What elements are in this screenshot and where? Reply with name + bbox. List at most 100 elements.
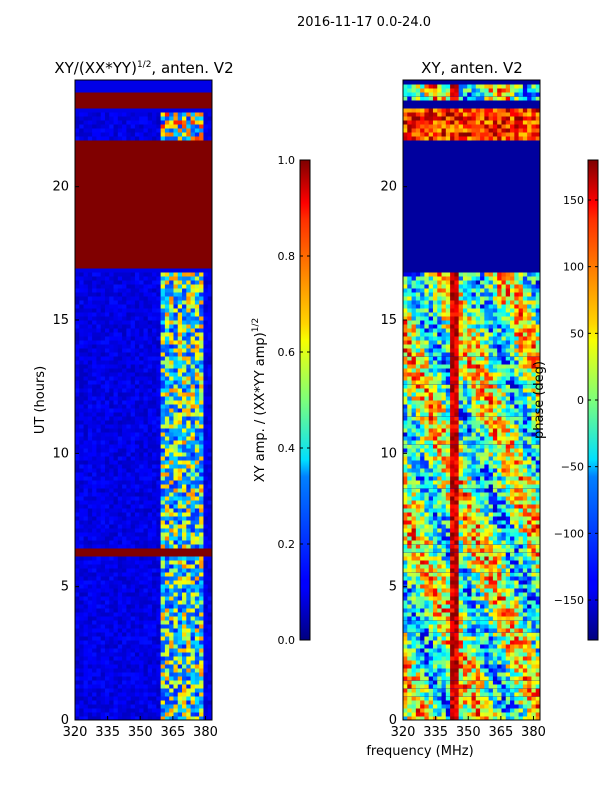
left-heatmap-cell <box>173 664 179 669</box>
left-heatmap-cell <box>160 492 166 497</box>
right-heatmap-cell <box>527 704 532 709</box>
left-heatmap-cell <box>92 348 97 353</box>
left-heatmap-cell <box>75 648 80 653</box>
left-heatmap-cell <box>156 392 162 397</box>
left-heatmap-cell <box>126 520 132 525</box>
left-heatmap-cell <box>92 384 97 389</box>
left-heatmap-cell <box>182 460 187 465</box>
right-heatmap-cell <box>522 672 528 677</box>
left-heatmap-cell <box>75 372 80 377</box>
left-heatmap-cell <box>113 432 119 437</box>
right-heatmap-cell <box>480 596 485 601</box>
right-heatmap-cell <box>527 708 532 713</box>
left-heatmap-cell <box>173 644 179 649</box>
left-heatmap-cell <box>126 676 132 681</box>
left-heatmap-cell <box>139 312 144 317</box>
right-heatmap-cell <box>454 708 460 713</box>
left-heatmap-cell <box>147 692 153 697</box>
right-heatmap-cell <box>497 656 502 661</box>
left-heatmap-cell <box>79 288 85 293</box>
right-heatmap-cell <box>497 684 502 689</box>
right-heatmap-cell <box>437 672 443 677</box>
left-heatmap-cell <box>126 556 132 561</box>
left-heatmap-cell <box>113 600 119 605</box>
left-heatmap-cell <box>130 372 136 377</box>
right-heatmap-cell <box>415 608 421 613</box>
right-heatmap-cell <box>518 700 524 705</box>
left-heatmap-cell <box>92 440 97 445</box>
left-heatmap-cell <box>122 384 127 389</box>
left-heatmap-cell <box>139 644 144 649</box>
left-heatmap-cell <box>143 592 149 597</box>
left-heatmap-cell <box>190 584 196 589</box>
left-heatmap-cell <box>160 460 166 465</box>
left-heatmap-cell <box>122 312 127 317</box>
left-heatmap-cell <box>207 316 213 321</box>
left-heatmap-cell <box>186 572 192 577</box>
left-heatmap-cell <box>164 644 170 649</box>
left-heatmap-cell <box>190 420 196 425</box>
right-heatmap-cell <box>497 716 502 721</box>
right-heatmap-cell <box>488 712 494 717</box>
right-heatmap-cell <box>522 640 528 645</box>
right-heatmap-cell <box>424 616 430 621</box>
left-heatmap-cell <box>203 580 209 585</box>
left-heatmap-cell <box>130 620 136 625</box>
left-heatmap-cell <box>122 464 127 469</box>
left-heatmap-cell <box>156 452 162 457</box>
left-heatmap-cell <box>186 576 192 581</box>
left-heatmap-cell <box>130 572 136 577</box>
left-heatmap-cell <box>75 436 80 441</box>
right-heatmap-cell <box>420 600 425 605</box>
left-heatmap-cell <box>203 508 209 513</box>
left-heatmap-cell <box>182 324 187 329</box>
left-heatmap-cell <box>83 476 89 481</box>
left-heatmap-cell <box>207 604 213 609</box>
left-heatmap-cell <box>169 696 174 701</box>
left-heatmap-cell <box>152 604 157 609</box>
left-heatmap-cell <box>143 512 149 517</box>
right-heatmap-cell <box>475 580 481 585</box>
left-heatmap-cell <box>83 624 89 629</box>
left-heatmap-cell <box>190 536 196 541</box>
left-heatmap-cell <box>160 676 166 681</box>
left-heatmap-cell <box>177 624 183 629</box>
right-heatmap-cell <box>510 604 515 609</box>
left-heatmap-cell <box>75 660 80 665</box>
left-heatmap-cell <box>147 468 153 473</box>
left-heatmap-cell <box>79 496 85 501</box>
left-heatmap-cell <box>160 704 166 709</box>
left-heatmap-cell <box>147 120 153 125</box>
left-heatmap-cell <box>143 664 149 669</box>
left-heatmap-cell <box>79 444 85 449</box>
left-heatmap-cell <box>134 288 140 293</box>
left-heatmap-row <box>75 552 212 557</box>
left-heatmap-cell <box>164 684 170 689</box>
right-heatmap-cell <box>467 612 472 617</box>
right-heatmap-cell <box>407 640 413 645</box>
left-heatmap-cell <box>186 504 192 509</box>
left-heatmap-cell <box>87 660 93 665</box>
left-heatmap-cell <box>139 708 144 713</box>
right-heatmap-cell <box>497 600 502 605</box>
left-heatmap-cell <box>113 436 119 441</box>
left-heatmap-cell <box>83 456 89 461</box>
left-heatmap-cell <box>130 588 136 593</box>
left-heatmap-cell <box>156 400 162 405</box>
left-heatmap-cell <box>177 544 183 549</box>
right-heatmap-cell <box>488 688 494 693</box>
left-heatmap-cell <box>100 572 106 577</box>
right-heatmap-cell <box>488 676 494 681</box>
right-heatmap-cell <box>484 616 490 621</box>
left-heatmap-cell <box>207 300 213 305</box>
right-heatmap-cell <box>492 632 498 637</box>
left-heatmap-cell <box>109 312 115 317</box>
left-heatmap-cell <box>186 616 192 621</box>
left-heatmap-cell <box>177 640 183 645</box>
left-heatmap-cell <box>143 420 149 425</box>
left-heatmap-cell <box>83 292 89 297</box>
left-heatmap-cell <box>134 680 140 685</box>
left-heatmap-cell <box>83 688 89 693</box>
left-heatmap-cell <box>160 300 166 305</box>
left-heatmap-cell <box>130 436 136 441</box>
